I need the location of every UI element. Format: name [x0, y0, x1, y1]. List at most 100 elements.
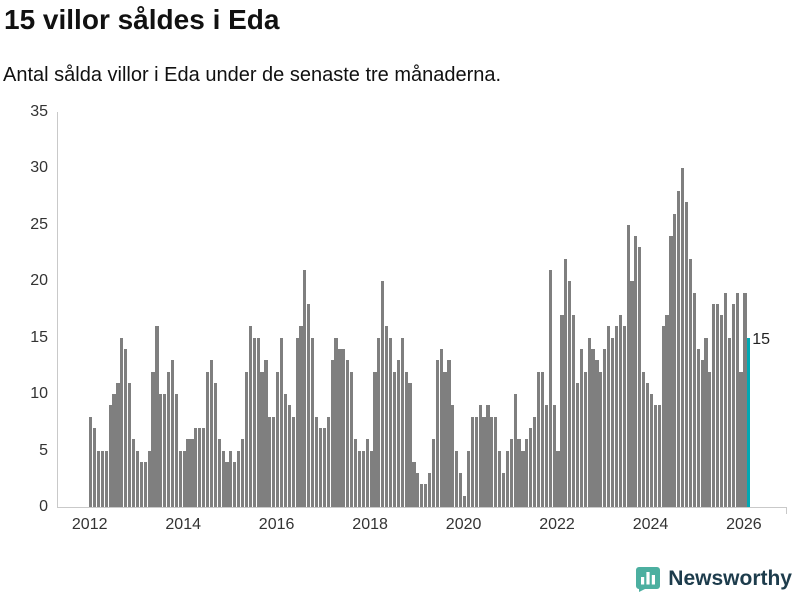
bar — [618, 315, 622, 507]
bar — [167, 371, 171, 507]
y-tick-label: 35 — [30, 103, 48, 120]
bar — [342, 349, 346, 507]
bar — [564, 258, 568, 507]
bar — [552, 405, 556, 507]
bar — [268, 416, 272, 507]
bar — [626, 224, 630, 507]
bar — [536, 371, 541, 507]
x-tick-label: 2026 — [726, 516, 762, 533]
bar — [649, 394, 654, 507]
bar — [248, 326, 252, 507]
bar — [264, 360, 268, 507]
chart-title: 15 villor såldes i Eda — [4, 4, 280, 35]
x-tick-label: 2012 — [71, 516, 108, 533]
bar — [163, 394, 167, 507]
bar — [116, 382, 120, 507]
bar — [303, 270, 307, 507]
bar — [365, 439, 369, 507]
bar — [135, 450, 140, 507]
bar — [661, 326, 665, 507]
bar — [260, 371, 264, 507]
bar — [529, 428, 533, 507]
bar — [575, 382, 580, 507]
bar — [696, 349, 700, 507]
bar — [346, 360, 350, 507]
bar — [466, 450, 471, 507]
bar — [677, 191, 681, 507]
bar — [209, 360, 214, 507]
bar — [735, 292, 739, 507]
bar — [186, 439, 190, 507]
bar — [610, 337, 615, 507]
bar — [330, 360, 334, 507]
bar — [587, 337, 591, 507]
y-tick-label: 5 — [39, 441, 48, 459]
bar — [731, 303, 735, 507]
bar — [509, 439, 513, 507]
bar — [572, 315, 576, 507]
bar — [494, 416, 498, 507]
bar — [93, 428, 97, 507]
bar — [272, 416, 276, 507]
bar — [202, 428, 206, 507]
bar — [143, 461, 147, 507]
bar — [719, 315, 724, 507]
bar — [708, 371, 712, 507]
bar — [583, 371, 587, 507]
bar — [470, 416, 474, 507]
bar — [299, 326, 303, 507]
y-tick-label: 10 — [30, 385, 48, 403]
bar — [385, 326, 389, 507]
bar — [548, 270, 552, 507]
newsworthy-wordmark: Newsworthy — [668, 567, 792, 590]
bar — [712, 303, 716, 507]
bar — [377, 337, 381, 507]
bar — [350, 371, 354, 507]
bar — [225, 461, 229, 507]
bar — [645, 382, 650, 507]
bar — [388, 337, 393, 507]
bar — [174, 394, 178, 507]
bar — [279, 337, 284, 507]
bar — [525, 439, 529, 507]
bar — [673, 213, 677, 507]
bar — [369, 450, 373, 507]
bar — [194, 428, 198, 507]
bar — [314, 416, 319, 507]
bar — [252, 337, 256, 507]
newsworthy-logo-icon — [636, 567, 661, 592]
bar — [595, 360, 599, 507]
bar — [353, 439, 358, 507]
newsworthy-logo[interactable]: Newsworthy — [635, 566, 792, 592]
plot-area — [57, 112, 787, 508]
bar — [447, 360, 451, 507]
bar — [533, 416, 537, 507]
bar — [739, 371, 743, 507]
bar — [638, 247, 642, 507]
bar — [544, 405, 548, 507]
bar — [568, 281, 572, 507]
bar — [692, 292, 696, 507]
bar — [412, 461, 416, 507]
bar — [451, 405, 455, 507]
bar — [665, 315, 669, 507]
bar — [244, 371, 249, 507]
x-tick-label: 2018 — [352, 516, 388, 533]
bar — [478, 405, 482, 507]
bar — [684, 202, 689, 507]
bar — [591, 349, 595, 507]
bar — [256, 337, 260, 507]
y-tick-label: 0 — [39, 498, 48, 515]
bar — [128, 382, 132, 507]
bar — [486, 405, 490, 507]
bar — [318, 428, 323, 507]
x-axis-end-tick — [786, 507, 787, 514]
x-tick-label: 2022 — [539, 516, 575, 533]
bar — [89, 416, 93, 507]
bar — [474, 416, 478, 507]
bar — [276, 371, 280, 507]
bar — [521, 450, 525, 507]
bar — [182, 450, 186, 507]
bar — [159, 394, 163, 507]
bar — [716, 303, 720, 507]
